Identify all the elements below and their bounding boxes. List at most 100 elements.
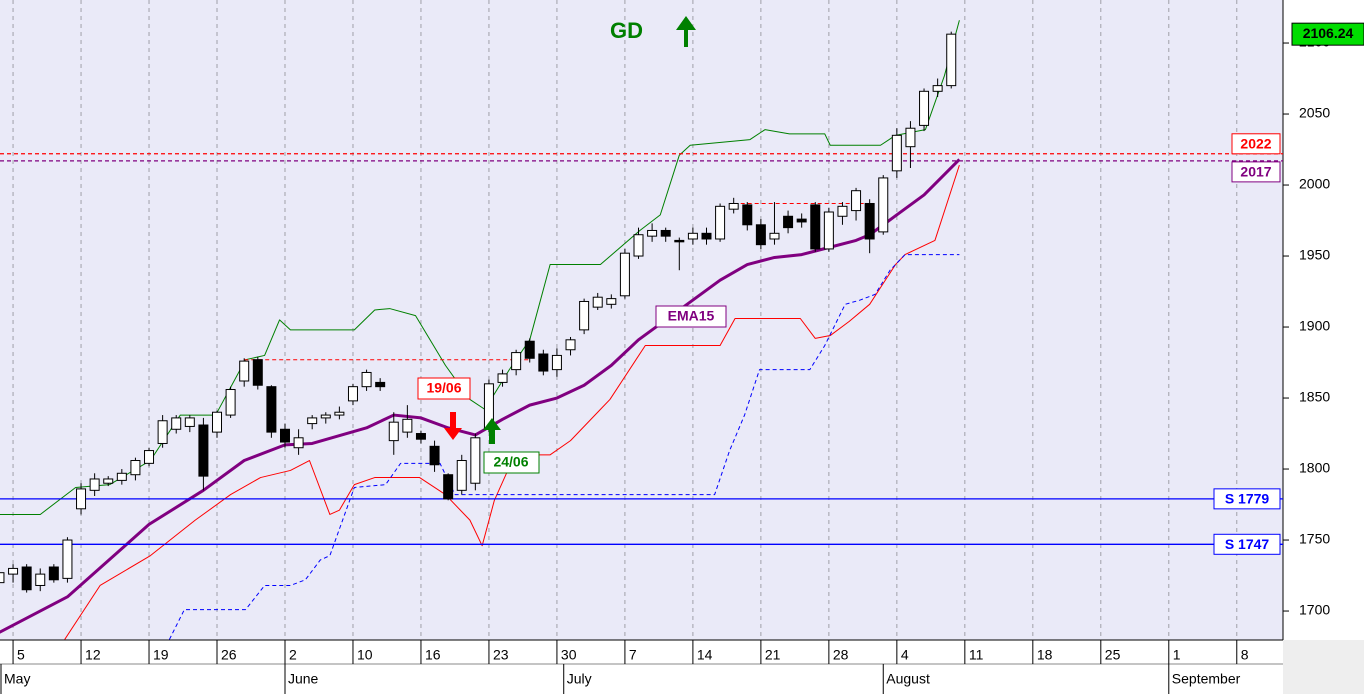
candle-body	[837, 205, 848, 217]
candle-body	[171, 417, 182, 430]
candle-body	[551, 354, 562, 371]
candle-body	[728, 202, 739, 210]
x-tick-label: 21	[765, 647, 781, 663]
candle-body	[606, 298, 617, 305]
candle-body	[103, 478, 114, 484]
candle-body	[443, 474, 454, 500]
y-tick-label: 2050	[1299, 105, 1330, 121]
candle-body	[402, 418, 413, 433]
y-tick-label: 1750	[1299, 531, 1330, 547]
candle-body	[279, 428, 290, 443]
x-tick-label: 30	[561, 647, 577, 663]
candle-body	[144, 450, 155, 464]
candle-body	[361, 371, 372, 388]
candle-body	[579, 300, 590, 331]
y-axis-background	[1283, 0, 1364, 694]
candle-body	[89, 478, 100, 491]
x-tick-label: 23	[493, 647, 509, 663]
x-tick-label: 10	[357, 647, 373, 663]
x-tick-label: 28	[833, 647, 849, 663]
candle-body	[619, 252, 630, 297]
sell-label-box	[417, 377, 471, 400]
candle-body	[470, 437, 481, 484]
candle-body	[742, 204, 753, 226]
month-label: May	[4, 671, 30, 687]
candle-body	[796, 218, 807, 223]
last-price-box	[1291, 22, 1364, 46]
x-tick-label: 18	[1037, 647, 1053, 663]
candle-body	[864, 202, 875, 240]
ema-label-box	[655, 305, 727, 328]
candle-body	[919, 90, 930, 126]
candle-body	[375, 381, 386, 388]
buy-label: 24/06	[493, 454, 528, 470]
candle-body	[783, 215, 794, 229]
candle-body	[687, 232, 698, 240]
candle-body	[48, 566, 59, 581]
candle-body	[347, 386, 358, 402]
x-tick-label: 11	[969, 647, 984, 663]
month-label: September	[1172, 671, 1241, 687]
candle-body	[810, 204, 821, 250]
chart-title: GD	[610, 18, 643, 43]
candle-body	[715, 205, 726, 240]
last-price: 2106.24	[1303, 25, 1354, 41]
candle-body	[62, 539, 73, 579]
x-tick-label: 12	[85, 647, 101, 663]
annotations: GD 19/06 24/06 EMA15	[417, 16, 727, 474]
candle-body	[429, 445, 440, 466]
x-tick-label: 19	[153, 647, 169, 663]
sell-arrow	[444, 412, 462, 440]
candle-body	[932, 85, 943, 92]
candle-body	[334, 411, 345, 416]
x-tick-label: 7	[629, 647, 637, 663]
y-tick-label: 1850	[1299, 389, 1330, 405]
y-tick-label: 1700	[1299, 602, 1330, 618]
axis-corner	[1283, 640, 1364, 694]
indicator-line	[0, 20, 960, 515]
x-tick-label: 25	[1105, 647, 1121, 663]
grid	[12, 0, 1238, 640]
plot-area	[0, 20, 1283, 640]
y-tick-label: 1900	[1299, 318, 1330, 334]
candle-body	[851, 190, 862, 212]
candle-body	[252, 359, 263, 386]
candle-body	[538, 353, 549, 372]
month-label: August	[886, 671, 930, 687]
level-label-box	[1213, 533, 1281, 555]
level-label-box	[1213, 488, 1281, 510]
indicator-line	[64, 164, 960, 640]
level-label: S 1747	[1225, 536, 1270, 552]
candle-body	[660, 229, 671, 237]
candle-body	[388, 421, 399, 442]
x-tick-label: 26	[221, 647, 237, 663]
y-tick-label: 2000	[1299, 176, 1330, 192]
candle-body	[320, 414, 331, 419]
buy-label-box	[483, 451, 540, 474]
candle-body	[511, 352, 522, 371]
x-tick-label: 2	[289, 647, 297, 663]
candle-body	[239, 360, 250, 382]
candle-body	[524, 340, 535, 359]
candle-body	[116, 472, 127, 481]
x-tick-label: 5	[17, 647, 25, 663]
candle-body	[823, 211, 834, 250]
candle-body	[891, 134, 902, 172]
candle-body	[701, 232, 712, 240]
candle-body	[21, 566, 32, 591]
x-tick-label: 8	[1241, 647, 1249, 663]
indicator-line	[168, 254, 960, 640]
level-label-box	[1231, 133, 1281, 155]
level-label: 2022	[1240, 135, 1271, 151]
candle-body	[755, 224, 766, 246]
plot-background	[0, 0, 1283, 640]
candle-body	[946, 33, 957, 87]
y-tick-label: 1950	[1299, 247, 1330, 263]
candle-body	[878, 177, 889, 233]
candle-body	[633, 234, 644, 257]
level-label-box	[1231, 161, 1281, 183]
candle-body	[35, 573, 46, 586]
candle-body	[130, 460, 141, 476]
month-label: June	[288, 671, 319, 687]
